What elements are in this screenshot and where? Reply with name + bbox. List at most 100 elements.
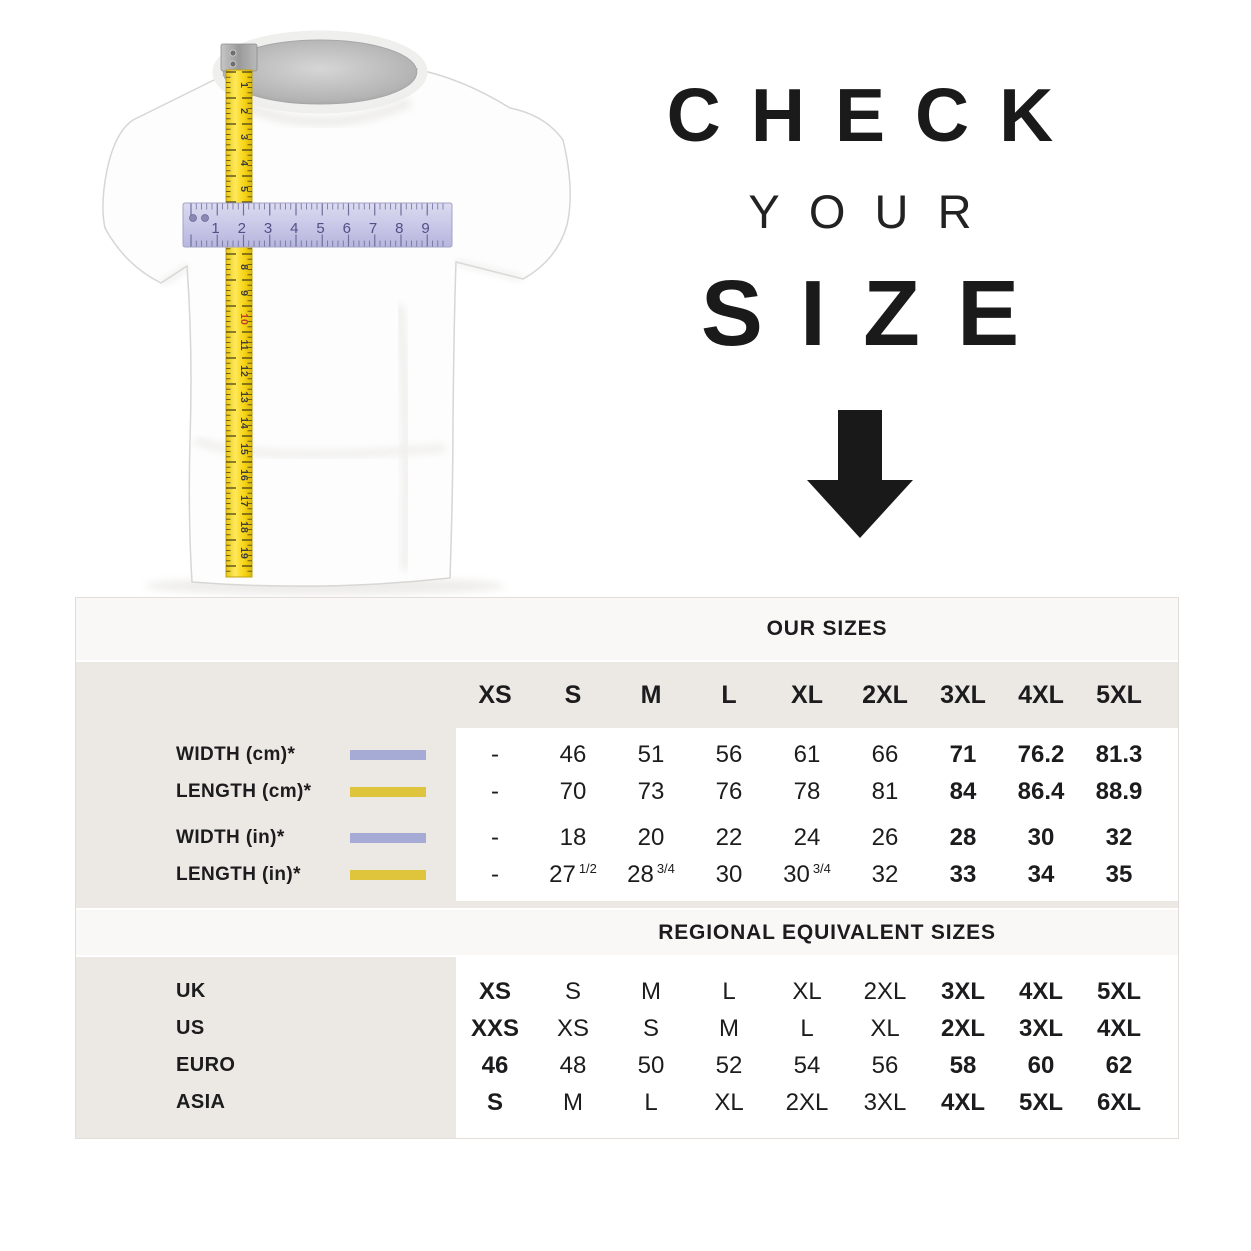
ruler-number: 5 [316,220,324,237]
size-value: 27 1/2 [549,860,597,888]
measurement-row-label: WIDTH (in)* [76,819,456,856]
header-spacer [76,662,456,728]
ruler-number: 9 [421,220,429,237]
our-sizes-title: OUR SIZES [766,617,888,640]
size-value: 54 [793,1051,821,1079]
size-value: 58 [949,1051,977,1079]
size-value: 20 [637,823,665,851]
size-value: S [642,1014,659,1042]
size-value: 22 [715,823,743,851]
regional-row: UK XS S M L XL 2XL 3XL 4XL 5XL [76,973,1178,1010]
regional-label-column [76,957,456,1138]
ruler-body [182,202,453,248]
size-value: 5XL [1018,1088,1063,1116]
size-value: 30 3/4 [783,860,831,888]
size-column-header: XS [478,680,512,709]
lavender-swatch [350,749,426,760]
row-label-text: ASIA [176,1091,226,1113]
size-value: 2XL [940,1014,985,1042]
size-column-header: XL [791,680,823,709]
headline-size: SIZE [700,261,1057,365]
row-label-text: LENGTH (in)* [176,863,301,885]
ruler-number: 18 [238,521,250,533]
size-value: 26 [871,823,899,851]
size-value: 56 [871,1051,899,1079]
size-column-header: S [564,680,582,709]
size-value: XL [714,1088,744,1116]
headline-check: CHECK [666,73,1084,157]
size-value: 84 [949,777,977,805]
tape-body [225,69,253,578]
ruler-rivet [189,214,197,222]
yellow-swatch [350,869,426,880]
tape-rivet [229,49,237,57]
measurement-row-label: WIDTH (cm)* [76,736,456,773]
size-value: XS [556,1014,589,1042]
size-value: 50 [637,1051,665,1079]
size-value: S [486,1088,503,1116]
size-value: 46 [559,740,587,768]
size-value: XL [870,1014,900,1042]
row-label-text: LENGTH (cm)* [176,780,312,802]
size-value: 81.3 [1095,740,1143,768]
ruler-number: 2 [238,220,246,237]
ruler-number: 16 [238,469,250,481]
regional-header-band: REGIONAL EQUIVALENT SIZES [76,908,1178,957]
ruler-number: 13 [238,391,250,403]
regional-body: UK XS S M L XL 2XL 3XL 4XL 5XL US XXS XS S M L XL 2XL 3XL 4… [76,957,1178,1138]
size-column-header: 3XL [940,680,986,709]
size-value: M [719,1014,739,1042]
regional-title: REGIONAL EQUIVALENT SIZES [658,920,996,944]
size-value: 51 [637,740,665,768]
size-value: 28 3/4 [627,860,675,888]
ruler-number: 4 [238,160,250,166]
size-value: L [800,1014,814,1042]
lavender-swatch [350,832,426,843]
size-value: 32 [871,860,899,888]
ruler-ticks [190,203,444,247]
horizontal-ruler: 1 2 3 4 5 6 7 8 9 [182,202,453,248]
ruler-number: 8 [238,264,250,270]
ruler-number: 10 [238,313,250,325]
ruler-number: 5 [238,186,250,192]
headline: CHECK YOUR SIZE [615,78,1105,543]
fraction: 1/2 [578,860,597,876]
size-value: 5XL [1096,977,1141,1005]
ruler-number: 4 [290,220,298,237]
ruler-number: 3 [264,220,272,237]
size-value: 62 [1105,1051,1133,1079]
size-value: 24 [793,823,821,851]
size-value: XXS [470,1014,520,1042]
size-value: 6XL [1096,1088,1141,1116]
measurement-rows: WIDTH (cm)* - 46 51 56 61 66 71 76.2 81.3 LENGTH (… [76,728,1178,901]
size-value: 28 [949,823,977,851]
ruler-number: 9 [238,290,250,296]
size-value: - [491,823,499,851]
regional-row: US XXS XS S M L XL 2XL 3XL 4XL [76,1010,1178,1047]
ruler-number: 17 [238,495,250,507]
size-value: 86.4 [1017,777,1065,805]
measurement-row: WIDTH (in)* - 18 20 22 24 26 28 30 32 [76,819,1178,856]
size-value: 32 [1105,823,1133,851]
regional-row-label: UK [76,973,456,1010]
ruler-number: 6 [343,220,351,237]
size-value: - [491,740,499,768]
collar-opening [222,39,418,105]
regional-row-label: US [76,1010,456,1047]
size-value: S [564,977,581,1005]
size-value: 4XL [1096,1014,1141,1042]
size-value: 76.2 [1017,740,1065,768]
size-value: 34 [1027,860,1055,888]
ruler-number: 11 [238,339,250,350]
ruler-number: 12 [238,365,250,377]
ruler-number: 19 [238,547,250,559]
size-value: XS [478,977,511,1005]
size-value: - [491,860,499,888]
yellow-swatch [350,786,426,797]
size-value: 78 [793,777,821,805]
size-value: M [563,1088,583,1116]
size-column-header: 2XL [862,680,908,709]
ruler-rivet [201,214,209,222]
